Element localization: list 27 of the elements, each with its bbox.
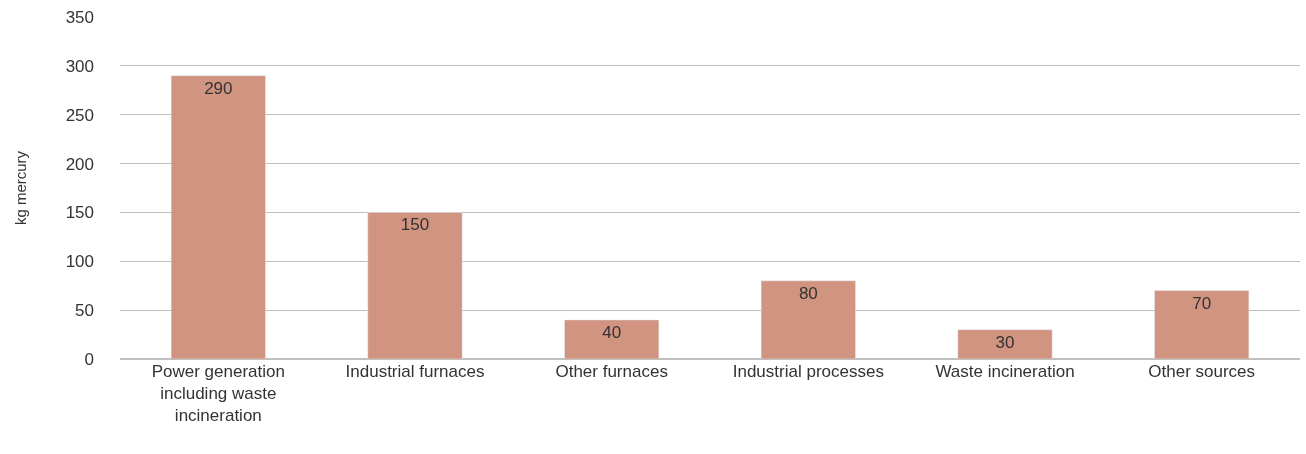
x-tick-label: Waste incineration	[935, 362, 1075, 381]
x-tick-label: Other sources	[1148, 362, 1256, 381]
y-tick-label: 300	[65, 56, 94, 76]
bar	[170, 75, 266, 359]
y-tick-label: 150	[65, 203, 94, 223]
bar	[760, 280, 856, 359]
bar	[957, 329, 1053, 359]
x-tick-label: Power generation including waste incineration	[151, 362, 285, 426]
y-tick-label: 50	[75, 301, 94, 321]
data-label: 70	[1192, 293, 1212, 313]
x-tick-label: Industrial processes	[732, 362, 884, 381]
y-tick-label: 350	[65, 7, 94, 27]
y-tick-label: 100	[65, 252, 94, 272]
data-label: 290	[204, 78, 233, 98]
bar	[564, 319, 660, 359]
data-label: 150	[400, 215, 430, 235]
data-label: 40	[602, 322, 622, 342]
y-tick-label: 200	[65, 154, 94, 174]
y-axis-title: kg mercury	[11, 150, 29, 226]
y-tick-label: 250	[65, 105, 94, 125]
bar	[1154, 290, 1250, 359]
y-tick-label: 0	[84, 349, 94, 369]
data-label: 30	[995, 332, 1015, 352]
data-label: 80	[798, 283, 818, 303]
x-tick-label: Industrial furnaces	[345, 362, 485, 381]
bar	[367, 212, 463, 359]
x-tick-label: Other furnaces	[555, 362, 668, 381]
